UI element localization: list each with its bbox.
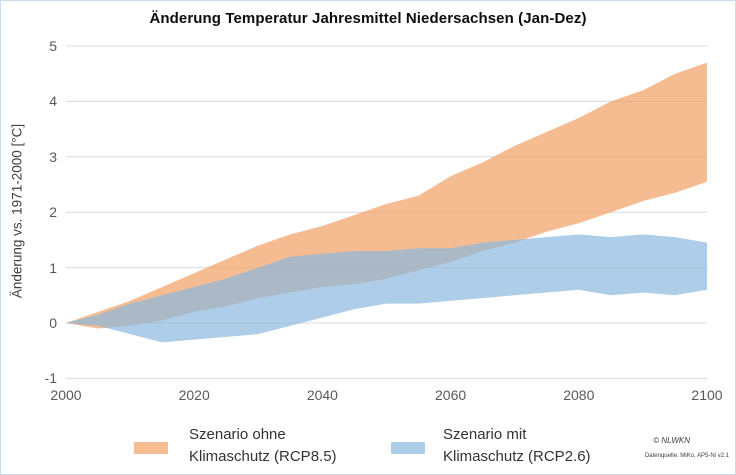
legend-label-line: Klimaschutz (RCP2.6) — [443, 448, 591, 465]
legend-label-rcp26: Szenario mit Klimaschutz (RCP2.6) — [443, 424, 591, 468]
y-tick-label: 1 — [49, 259, 57, 276]
legend-label-line: Szenario ohne — [189, 426, 286, 443]
y-tick-label: 3 — [49, 148, 57, 165]
y-tick-label: 5 — [49, 38, 57, 54]
x-tick-label: 2080 — [563, 387, 595, 403]
legend-label-rcp85: Szenario ohne Klimaschutz (RCP8.5) — [189, 424, 337, 468]
x-tick-label: 2000 — [50, 387, 82, 403]
y-tick-label: -1 — [44, 370, 57, 387]
y-tick-label: 0 — [49, 315, 57, 331]
x-tick-label: 2100 — [691, 387, 723, 403]
x-tick-label: 2040 — [306, 387, 338, 403]
legend-swatch-rcp85 — [134, 442, 168, 454]
legend-swatch-rcp26 — [391, 442, 425, 454]
y-tick-label: 2 — [49, 204, 57, 221]
y-tick-label: 4 — [49, 93, 57, 110]
chart-title: Änderung Temperatur Jahresmittel Nieders… — [149, 10, 587, 27]
legend-label-line: Szenario mit — [443, 426, 527, 443]
band-rcp85 — [66, 62, 707, 329]
x-tick-label: 2060 — [435, 387, 467, 403]
data-source-text: Datenquelle: MiKo, AP5-Ni v2.1 — [644, 453, 729, 459]
legend-label-line: Klimaschutz (RCP8.5) — [189, 448, 337, 465]
band-rcp26 — [66, 234, 707, 343]
copyright-text: © NLWKN — [653, 436, 690, 445]
x-tick-label: 2020 — [178, 387, 210, 403]
